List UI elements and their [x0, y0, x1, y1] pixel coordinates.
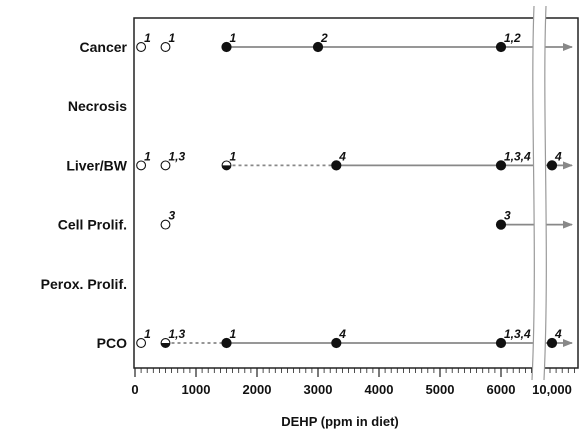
note-cell-prolif-0: 3: [169, 209, 176, 223]
x-tick-label-4000: 4000: [365, 382, 394, 397]
axis-break: [531, 5, 547, 381]
point-liver-bw-4: [495, 160, 507, 171]
note-liver-bw-0: 1: [144, 149, 151, 163]
point-liver-bw-2-fill: [222, 165, 231, 170]
row-label-cancer: Cancer: [80, 39, 128, 55]
x-tick-label-0: 0: [131, 382, 138, 397]
point-pco-2: [221, 337, 232, 349]
point-cell-prolif-1: [495, 219, 507, 230]
note-pco-5: 4: [554, 327, 562, 341]
x-tick-label-2000: 2000: [243, 382, 272, 397]
x-tick-label-6000: 6000: [487, 382, 516, 397]
point-pco-0: [136, 338, 147, 348]
x-axis-label: DEHP (ppm in diet): [281, 414, 398, 429]
x-tick-label-1000: 1000: [182, 382, 211, 397]
plot-frame: [133, 17, 579, 369]
axis-break-left-line: [531, 5, 535, 381]
x-tick-label-3000: 3000: [304, 382, 333, 397]
x-tick-label-10000: 10,000: [532, 382, 572, 397]
point-liver-bw-1: [160, 160, 171, 171]
axis-break-right-line: [543, 5, 547, 381]
note-pco-2: 1: [230, 327, 237, 341]
point-cancer-0: [136, 42, 147, 52]
note-cancer-1: 1: [169, 31, 176, 45]
note-liver-bw-4: 1,3,4: [504, 149, 531, 163]
row-label-perox-prolif: Perox. Prolif.: [41, 276, 127, 292]
row-labels: Cancer Necrosis Liver/BW Cell Prolif. Perox.…: [41, 39, 128, 351]
note-cancer-0: 1: [144, 31, 151, 45]
note-liver-bw-3: 4: [338, 149, 346, 163]
point-pco-3: [331, 337, 342, 349]
point-cancer-3: [312, 41, 324, 53]
point-pco-5: [546, 337, 558, 349]
note-pco-1: 1,3: [169, 327, 186, 341]
axis-break-gap: [532, 6, 547, 380]
point-pco-4: [495, 337, 507, 349]
row-label-necrosis: Necrosis: [68, 98, 127, 114]
note-pco-0: 1: [144, 327, 151, 341]
point-cancer-4: [495, 41, 507, 53]
note-pco-3: 4: [338, 327, 346, 341]
row-label-liver-bw: Liver/BW: [66, 157, 127, 173]
note-liver-bw-5: 4: [554, 149, 562, 163]
note-liver-bw-1: 1,3: [169, 149, 186, 163]
point-liver-bw-5: [546, 160, 558, 171]
point-liver-bw-3: [331, 160, 342, 171]
point-liver-bw-0: [136, 160, 147, 171]
row-label-pco: PCO: [97, 335, 127, 351]
note-cancer-4: 1,2: [504, 31, 521, 45]
point-cell-prolif-0: [160, 219, 171, 230]
point-cancer-2: [221, 41, 232, 53]
x-tick-label-5000: 5000: [426, 382, 455, 397]
point-liver-bw-2: [221, 160, 232, 171]
x-axis-ticks: 0 1000 2000 3000 4000 5000 6000 10,000: [131, 368, 575, 397]
note-pco-4: 1,3,4: [504, 327, 531, 341]
point-pco-1-fill: [161, 343, 170, 348]
row-label-cell-prolif: Cell Prolif.: [58, 217, 127, 233]
note-cancer-2: 1: [230, 31, 237, 45]
point-pco-1: [160, 338, 171, 348]
plot-marks: 1 1 1 2 1,2 1 1,3 1 4 1,3,4 4 3 3 1 1,3 1 4 1,3,4 4: [136, 31, 573, 349]
point-cancer-1: [160, 42, 171, 52]
note-cancer-3: 2: [320, 31, 328, 45]
note-liver-bw-2: 1: [230, 149, 237, 163]
note-cell-prolif-1: 3: [504, 209, 511, 223]
